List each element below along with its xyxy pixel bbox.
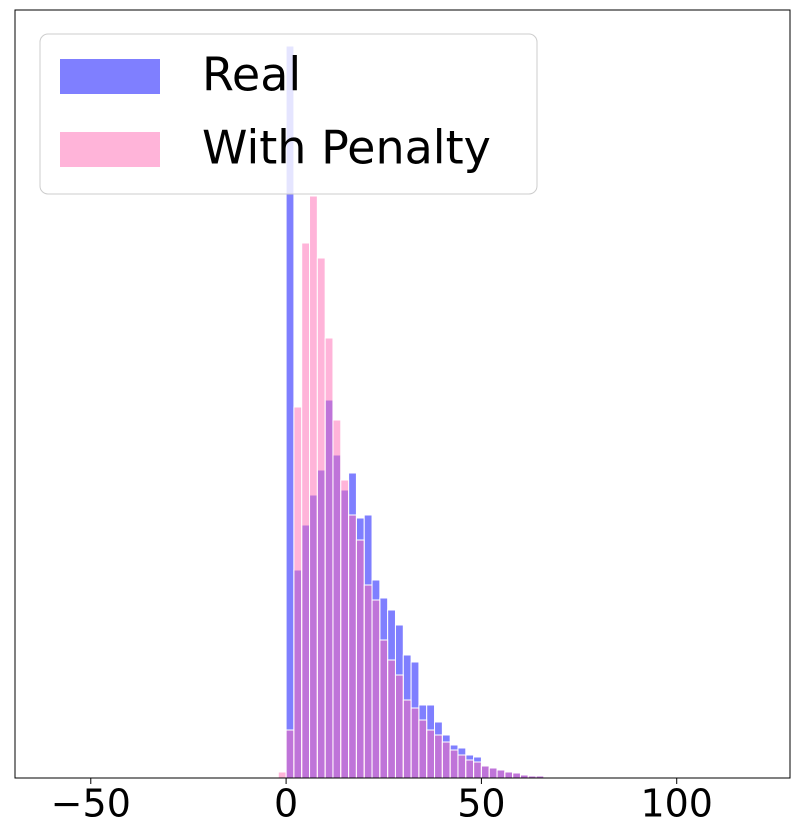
bar	[457, 754, 467, 779]
legend-swatch	[60, 59, 160, 94]
bar	[293, 406, 303, 779]
bar	[394, 674, 404, 779]
bar	[418, 719, 428, 779]
bar	[355, 539, 365, 779]
bar	[410, 707, 420, 779]
bar	[434, 734, 443, 779]
bar	[309, 195, 318, 779]
bar	[363, 584, 373, 779]
legend-label: Real	[202, 48, 301, 102]
bar	[504, 771, 514, 779]
bar	[488, 767, 498, 779]
x-tick-label: 50	[457, 782, 505, 826]
plot-frame	[14, 9, 791, 779]
legend: Real With Penalty	[39, 33, 538, 195]
bar	[441, 741, 451, 779]
bar	[301, 242, 311, 779]
bar	[332, 419, 342, 779]
bar	[473, 761, 482, 779]
bar	[387, 659, 396, 779]
x-tick-label: 100	[640, 782, 713, 826]
legend-swatch	[60, 132, 160, 167]
x-tick-label: −50	[51, 782, 131, 826]
x-tick-label: 0	[274, 782, 298, 826]
bar	[348, 514, 357, 779]
legend-label: With Penalty	[202, 121, 491, 175]
legend-box	[39, 33, 538, 195]
bar	[449, 749, 459, 779]
bar	[465, 759, 475, 779]
bar	[379, 639, 389, 779]
bar	[426, 729, 436, 779]
bar	[371, 599, 381, 779]
bar	[496, 769, 506, 779]
bar	[316, 257, 326, 779]
bar	[480, 765, 490, 779]
bar	[340, 479, 350, 779]
bar	[512, 772, 521, 779]
bar	[402, 699, 412, 779]
bar	[277, 771, 287, 779]
bar	[324, 337, 334, 779]
bar	[285, 729, 295, 779]
